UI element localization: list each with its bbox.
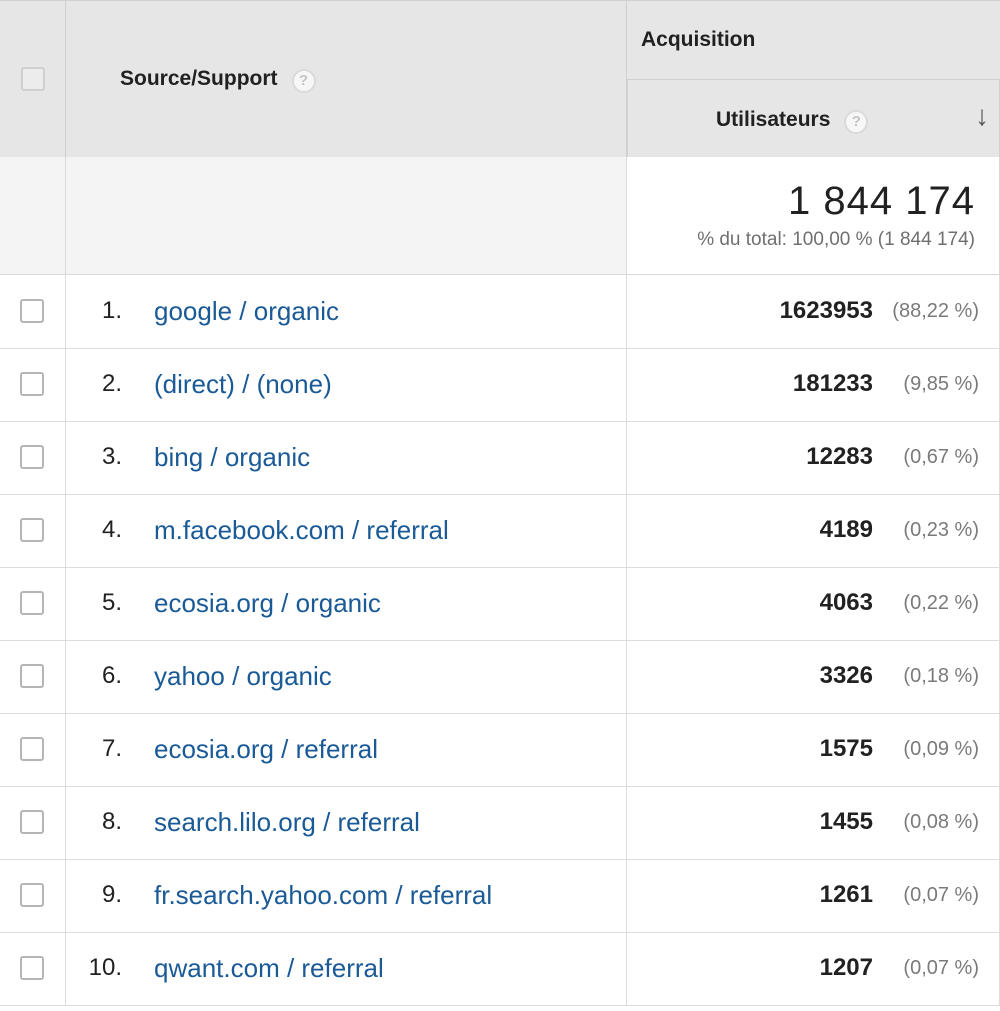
source-link[interactable]: qwant.com / referral <box>154 953 384 983</box>
users-percent: (0,23 %) <box>903 519 979 541</box>
total-users-percent: % du total: 100,00 % (1 844 174) <box>697 229 975 250</box>
users-header[interactable]: Utilisateurs? <box>716 108 869 134</box>
row-checkbox[interactable] <box>20 956 44 980</box>
users-value: 4063 <box>819 589 873 616</box>
users-percent: (0,08 %) <box>903 811 979 833</box>
source-header[interactable]: Source/Support? <box>120 67 316 93</box>
users-percent: (88,22 %) <box>892 300 979 322</box>
users-percent: (0,18 %) <box>903 665 979 687</box>
table-row: 3. bing / organic 12283 (0,67 %) <box>0 421 1000 495</box>
help-icon[interactable]: ? <box>291 68 316 93</box>
source-link[interactable]: search.lilo.org / referral <box>154 807 420 837</box>
users-percent: (0,07 %) <box>903 957 979 979</box>
source-header-label[interactable]: Source/Support <box>120 67 278 90</box>
row-rank: 1. <box>101 297 122 324</box>
users-value: 181233 <box>792 370 873 397</box>
users-value: 4189 <box>819 516 873 543</box>
header-acquisition-group: Acquisition <box>627 0 1000 80</box>
users-value: 1207 <box>819 954 873 981</box>
source-link[interactable]: yahoo / organic <box>154 661 332 691</box>
table-row: 4. m.facebook.com / referral 4189 (0,23 … <box>0 494 1000 568</box>
totals-value-cell: 1 844 174 % du total: 100,00 % (1 844 17… <box>627 157 1000 275</box>
row-checkbox[interactable] <box>20 372 44 396</box>
source-link[interactable]: google / organic <box>154 296 340 326</box>
select-all-checkbox[interactable] <box>21 67 45 91</box>
row-rank: 9. <box>101 881 122 908</box>
total-users-value: 1 844 174 <box>788 179 975 223</box>
source-link[interactable]: ecosia.org / referral <box>154 734 378 764</box>
users-header-label[interactable]: Utilisateurs <box>716 108 831 131</box>
totals-checkbox-cell <box>0 157 66 275</box>
header-users-cell[interactable]: Utilisateurs? ↓ <box>627 80 1000 157</box>
header-checkbox-cell <box>0 0 66 157</box>
users-value: 3326 <box>819 662 873 689</box>
table-row: 6. yahoo / organic 3326 (0,18 %) <box>0 640 1000 714</box>
row-checkbox[interactable] <box>20 810 44 834</box>
table-row: 9. fr.search.yahoo.com / referral 1261 (… <box>0 859 1000 933</box>
table-row: 2. (direct) / (none) 181233 (9,85 %) <box>0 348 1000 422</box>
source-link[interactable]: ecosia.org / organic <box>154 588 381 618</box>
row-rank: 4. <box>101 516 122 543</box>
row-checkbox[interactable] <box>20 664 44 688</box>
users-value: 12283 <box>806 443 873 470</box>
row-checkbox[interactable] <box>20 737 44 761</box>
source-link[interactable]: m.facebook.com / referral <box>154 515 449 545</box>
row-checkbox[interactable] <box>20 591 44 615</box>
source-link[interactable]: bing / organic <box>154 442 311 472</box>
users-percent: (0,07 %) <box>903 884 979 906</box>
table-row: 1. google / organic 1623953 (88,22 %) <box>0 275 1000 349</box>
row-rank: 3. <box>101 443 122 470</box>
acquisition-label: Acquisition <box>641 28 756 51</box>
table-row: 10. qwant.com / referral 1207 (0,07 %) <box>0 932 1000 1006</box>
users-percent: (0,09 %) <box>903 738 979 760</box>
source-link[interactable]: (direct) / (none) <box>154 369 332 399</box>
row-rank: 6. <box>101 662 122 689</box>
users-percent: (0,22 %) <box>903 592 979 614</box>
row-checkbox[interactable] <box>20 445 44 469</box>
table-row: 7. ecosia.org / referral 1575 (0,09 %) <box>0 713 1000 787</box>
row-rank: 2. <box>101 370 122 397</box>
totals-label-cell <box>66 157 627 275</box>
users-value: 1575 <box>819 735 873 762</box>
row-rank: 7. <box>101 735 122 762</box>
table-row: 5. ecosia.org / organic 4063 (0,22 %) <box>0 567 1000 641</box>
users-value: 1623953 <box>779 297 873 324</box>
row-checkbox[interactable] <box>20 883 44 907</box>
header-source-cell[interactable]: Source/Support? <box>66 0 627 157</box>
users-percent: (9,85 %) <box>903 373 979 395</box>
users-percent: (0,67 %) <box>903 446 979 468</box>
row-rank: 8. <box>101 808 122 835</box>
row-rank: 10. <box>88 954 122 981</box>
help-icon[interactable]: ? <box>844 109 869 134</box>
table-row: 8. search.lilo.org / referral 1455 (0,08… <box>0 786 1000 860</box>
row-rank: 5. <box>101 589 122 616</box>
row-checkbox[interactable] <box>20 518 44 542</box>
users-value: 1455 <box>819 808 873 835</box>
sort-descending-icon[interactable]: ↓ <box>975 100 989 131</box>
source-link[interactable]: fr.search.yahoo.com / referral <box>154 880 493 910</box>
row-checkbox[interactable] <box>20 299 44 323</box>
users-value: 1261 <box>819 881 873 908</box>
